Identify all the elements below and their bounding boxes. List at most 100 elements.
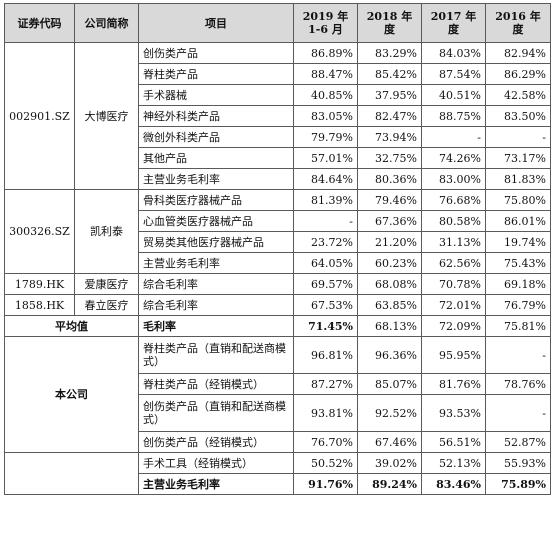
table-row: 002901.SZ 大博医疗 创伤类产品 86.89% 83.29% 84.03… <box>4 42 551 190</box>
value-cell: 52.13% <box>421 452 486 474</box>
value-cell: 86.29% <box>485 63 551 85</box>
header-2017: 2017 年度 <box>421 3 486 43</box>
value-cell: 95.95% <box>421 336 486 374</box>
value-cell: 76.79% <box>485 294 551 316</box>
company-code: 1858.HK <box>4 294 75 316</box>
value-cell: 76.70% <box>293 431 358 453</box>
item-cell: 脊柱类产品（经销模式） <box>138 373 294 395</box>
value-cell: 32.75% <box>357 147 422 169</box>
value-cell: 85.42% <box>357 63 422 85</box>
table-row: 1858.HK 春立医疗 综合毛利率 67.53% 63.85% 72.01% … <box>4 294 551 316</box>
header-2018: 2018 年度 <box>357 3 422 43</box>
header-2016: 2016 年度 <box>485 3 551 43</box>
value-cell: 40.85% <box>293 84 358 106</box>
value-cell: 39.02% <box>357 452 422 474</box>
table-row: 手术工具（经销模式） 50.52% 39.02% 52.13% 55.93% <box>4 452 551 495</box>
value-cell: - <box>293 210 358 232</box>
item-cell: 微创外科类产品 <box>138 126 294 148</box>
value-cell: 86.89% <box>293 42 358 64</box>
value-cell: 40.51% <box>421 84 486 106</box>
value-cell: 89.24% <box>357 473 422 495</box>
value-cell: 75.80% <box>485 189 551 211</box>
value-cell: 62.56% <box>421 252 486 274</box>
table-row: 主营业务毛利率 91.76% 89.24% 83.46% 75.89% <box>5 473 551 495</box>
company-name: 大博医疗 <box>74 42 139 190</box>
value-cell: 88.75% <box>421 105 486 127</box>
value-cell: 72.09% <box>421 315 486 337</box>
value-cell: 68.08% <box>357 273 422 295</box>
item-cell: 脊柱类产品 <box>138 63 294 85</box>
value-cell: 70.78% <box>421 273 486 295</box>
value-cell: 79.46% <box>357 189 422 211</box>
value-cell: 78.76% <box>485 373 551 395</box>
value-cell: 82.94% <box>485 42 551 64</box>
value-cell: 83.29% <box>357 42 422 64</box>
value-cell: 81.39% <box>293 189 358 211</box>
table-row: 神经外科类产品 83.05% 82.47% 88.75% 83.50% <box>5 105 551 127</box>
value-cell: 69.18% <box>485 273 551 295</box>
value-cell: - <box>421 126 486 148</box>
value-cell: 73.94% <box>357 126 422 148</box>
value-cell: 64.05% <box>293 252 358 274</box>
value-cell: 88.47% <box>293 63 358 85</box>
value-cell: 67.36% <box>357 210 422 232</box>
value-cell: 83.00% <box>421 168 486 190</box>
item-cell: 主营业务毛利率 <box>138 473 294 495</box>
table-row: 1789.HK 爱康医疗 综合毛利率 69.57% 68.08% 70.78% … <box>4 273 551 295</box>
value-cell: 81.76% <box>421 373 486 395</box>
item-cell: 神经外科类产品 <box>138 105 294 127</box>
value-cell: 56.51% <box>421 431 486 453</box>
value-cell: 67.53% <box>293 294 358 316</box>
table-row: 贸易类其他医疗器械产品 23.72% 21.20% 31.13% 19.74% <box>5 231 551 253</box>
value-cell: 87.27% <box>293 373 358 395</box>
company-label: 本公司 <box>4 336 139 453</box>
value-cell: 42.58% <box>485 84 551 106</box>
value-cell: 75.43% <box>485 252 551 274</box>
value-cell: 83.05% <box>293 105 358 127</box>
header-2019h1: 2019 年 1-6 月 <box>293 3 358 43</box>
value-cell: 87.54% <box>421 63 486 85</box>
value-cell: 96.81% <box>293 336 358 374</box>
header-code: 证券代码 <box>4 3 75 43</box>
value-cell: 37.95% <box>357 84 422 106</box>
value-cell: 71.45% <box>293 315 358 337</box>
item-cell: 骨科类医疗器械产品 <box>138 189 294 211</box>
value-cell: 68.13% <box>357 315 422 337</box>
table-row: 创伤类产品（经销模式） 76.70% 67.46% 56.51% 52.87% <box>5 431 551 453</box>
value-cell: 60.23% <box>357 252 422 274</box>
value-cell: 96.36% <box>357 336 422 374</box>
value-cell: 91.76% <box>293 473 358 495</box>
value-cell: 83.50% <box>485 105 551 127</box>
company-name: 春立医疗 <box>74 294 139 316</box>
value-cell: 80.58% <box>421 210 486 232</box>
value-cell: 21.20% <box>357 231 422 253</box>
item-cell: 综合毛利率 <box>138 273 294 295</box>
table-row: 创伤类产品（直销和配送商模式） 93.81% 92.52% 93.53% - <box>5 394 551 432</box>
average-label: 平均值 <box>4 315 139 337</box>
value-cell: 67.46% <box>357 431 422 453</box>
table-row: 脊柱类产品 88.47% 85.42% 87.54% 86.29% <box>5 63 551 85</box>
value-cell: 84.64% <box>293 168 358 190</box>
item-cell: 心血管类医疗器械产品 <box>138 210 294 232</box>
value-cell: 73.17% <box>485 147 551 169</box>
table-row: 脊柱类产品（经销模式） 87.27% 85.07% 81.76% 78.76% <box>5 373 551 395</box>
value-cell: 92.52% <box>357 394 422 432</box>
value-cell: 74.26% <box>421 147 486 169</box>
header-item: 项目 <box>138 3 294 43</box>
item-cell: 主营业务毛利率 <box>138 168 294 190</box>
item-cell: 创伤类产品（经销模式） <box>138 431 294 453</box>
value-cell: 57.01% <box>293 147 358 169</box>
value-cell: 84.03% <box>421 42 486 64</box>
value-cell: - <box>485 394 551 432</box>
company-code: 1789.HK <box>4 273 75 295</box>
table-row: 微创外科类产品 79.79% 73.94% - - <box>5 126 551 148</box>
company-code: 300326.SZ <box>4 189 75 274</box>
value-cell: - <box>485 126 551 148</box>
company-code: 002901.SZ <box>4 42 75 190</box>
value-cell: 75.81% <box>485 315 551 337</box>
value-cell: 19.74% <box>485 231 551 253</box>
item-cell: 毛利率 <box>138 315 294 337</box>
value-cell: 75.89% <box>485 473 551 495</box>
value-cell: 72.01% <box>421 294 486 316</box>
value-cell: 79.79% <box>293 126 358 148</box>
